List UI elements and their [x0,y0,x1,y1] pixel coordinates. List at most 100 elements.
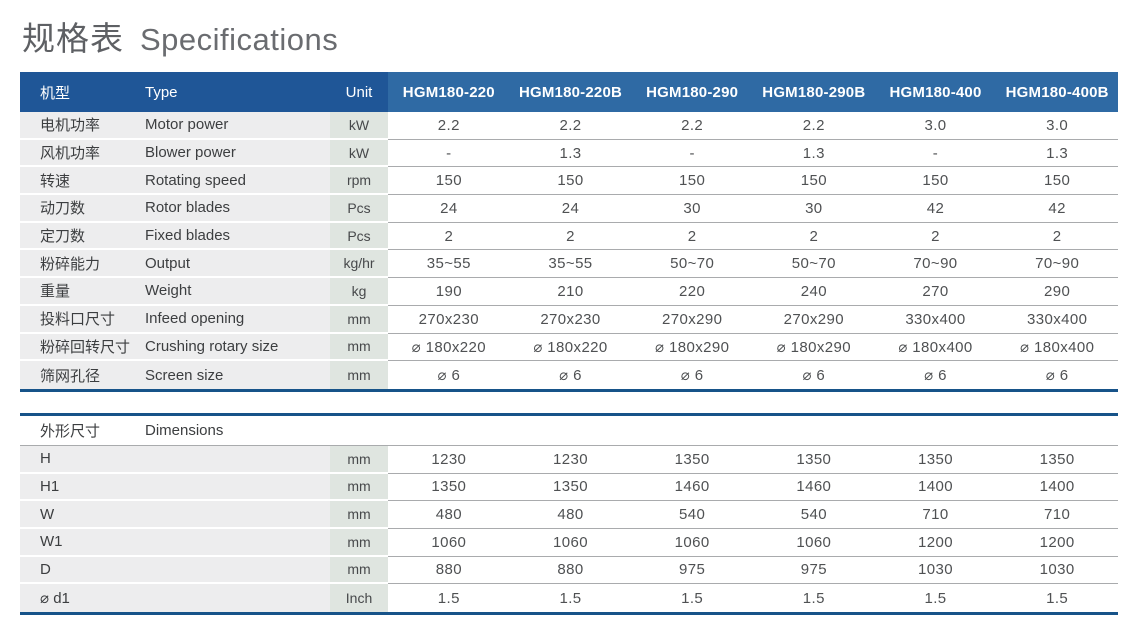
row-label-zh: 粉碎能力 [20,250,145,279]
table-row: 定刀数 Fixed blades Pcs 2 2 2 2 2 2 [20,222,1118,251]
row-unit: kW [330,112,388,140]
cell-value: 1.5 [388,584,510,612]
cell-value: 150 [874,167,997,196]
row-label-zh: 动刀数 [20,195,145,223]
cell-value: 710 [996,501,1118,529]
cell-value: ⌀ 6 [631,361,753,389]
cell-value: 1350 [631,445,753,474]
row-label-en [145,556,330,585]
cell-value: 2.2 [752,112,875,140]
cell-value: 2 [874,222,997,251]
cell-value: 270x290 [752,305,875,334]
row-label-en [145,473,330,502]
cell-value: 35~55 [509,250,632,279]
cell-value: ⌀ 6 [509,361,632,389]
table-row: ⌀ d1 Inch 1.5 1.5 1.5 1.5 1.5 1.5 [20,584,1118,612]
row-unit: kg [330,278,388,306]
cell-value: 1350 [996,445,1118,474]
row-label-en: Output [145,250,330,279]
table-row: 动刀数 Rotor blades Pcs 24 24 30 30 42 42 [20,195,1118,223]
cell-value: 150 [388,167,510,196]
cell-value: 1060 [631,528,753,557]
row-label-en: Screen size [145,361,330,389]
cell-value: 3.0 [874,112,997,140]
cell-value: 270 [874,278,997,306]
row-unit: rpm [330,167,388,196]
cell-value: 2 [996,222,1118,251]
cell-value: 2.2 [388,112,510,140]
cell-value: 710 [874,501,997,529]
cell-value: ⌀ 180x400 [874,333,997,362]
cell-value: 290 [996,278,1118,306]
row-unit: mm [330,445,388,474]
cell-value: 1350 [509,473,632,502]
table-row: 风机功率 Blower power kW -1.3-1.3-1.3 [20,139,1118,168]
cell-value: 150 [752,167,875,196]
cell-value: 1.5 [509,584,632,612]
cell-value: 1.5 [874,584,997,612]
row-label-zh: H1 [20,473,145,502]
header-model-name: HGM180-290 [631,72,753,112]
row-label-zh: D [20,556,145,585]
cell-value: 270x230 [388,305,510,334]
row-unit: mm [330,361,388,389]
row-label-zh: 转速 [20,167,145,196]
cell-value: 2 [752,222,875,251]
row-unit: mm [330,501,388,529]
cell-value: 3.0 [996,112,1118,140]
row-label-en [145,528,330,557]
row-label-zh: ⌀ d1 [20,584,145,612]
header-model-name: HGM180-220B [509,72,632,112]
cell-value: 1400 [874,473,997,502]
row-label-en: Crushing rotary size [145,333,330,362]
cell-value: 1350 [388,473,510,502]
cell-value: 30 [631,195,753,223]
row-unit: Inch [330,584,388,612]
cell-value: - [388,139,510,168]
cell-value: 480 [509,501,632,529]
row-unit: mm [330,528,388,557]
row-unit: kW [330,139,388,168]
header-unit-label: Unit [345,83,373,101]
cell-value: 2 [509,222,632,251]
cell-value: 2 [631,222,753,251]
cell-value: 70~90 [874,250,997,279]
row-unit: mm [330,556,388,585]
header-model-name: HGM180-220 [388,72,510,112]
row-label-zh: 定刀数 [20,222,145,251]
row-label-zh: 风机功率 [20,139,145,168]
row-label-en: Weight [145,278,330,306]
row-label-zh: 筛网孔径 [20,361,145,389]
cell-value: 1.3 [996,139,1118,168]
row-unit: mm [330,305,388,334]
dimensions-header-row: 外形尺寸 Dimensions [20,415,1118,446]
spec-table-body: 电机功率 Motor power kW 2.2 2.2 2.2 2.2 3.0 3.0 风机功率 B… [20,112,1118,389]
cell-value: 540 [631,501,753,529]
cell-value: 1060 [509,528,632,557]
cell-value: 270x230 [509,305,632,334]
cell-value: 150 [996,167,1118,196]
row-label-en: Fixed blades [145,222,330,251]
cell-value: 1200 [996,528,1118,557]
cell-value: 42 [874,195,997,223]
row-label-en: Rotating speed [145,167,330,196]
cell-value: 1460 [752,473,875,502]
row-label-zh: H [20,445,145,474]
cell-value: - [631,139,753,168]
row-label-zh: W [20,501,145,529]
table-row: 转速 Rotating speed rpm 150 150 150 150 150 150 [20,167,1118,196]
cell-value: 1030 [874,556,997,585]
table-row: 粉碎回转尺寸 Crushing rotary size mm ⌀ 180x220 ⌀ 1… [20,333,1118,362]
page-title: 规格表 Specifications [22,12,1119,58]
row-label-en: Motor power [145,112,330,140]
spec-table-header-row: 机型 Type Unit HGM180-220 HGM180-220B HGM180… [20,72,1118,112]
row-unit: mm [330,333,388,362]
row-label-zh: W1 [20,528,145,557]
cell-value: 1030 [996,556,1118,585]
row-label-en [145,501,330,529]
cell-value: 190 [388,278,510,306]
